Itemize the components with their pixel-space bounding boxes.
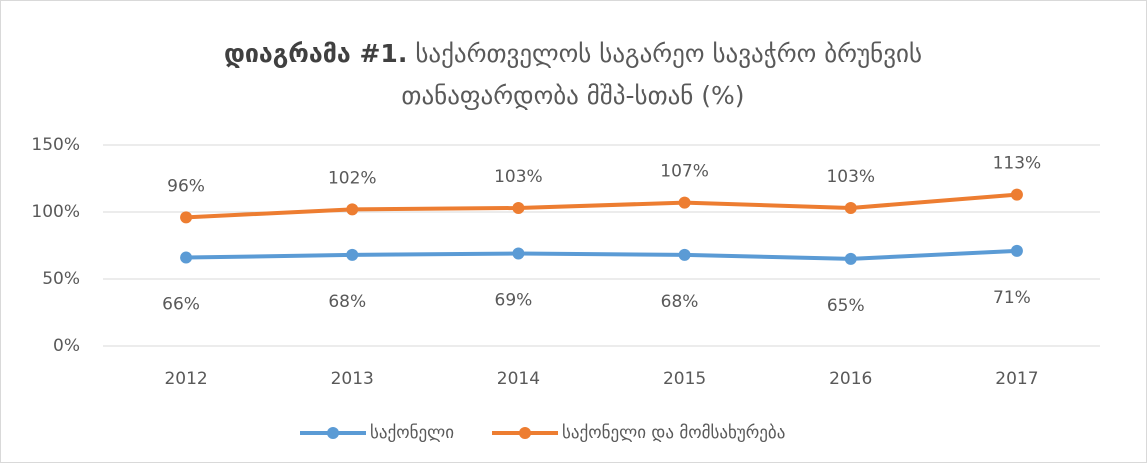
chart-title: თანაფარდობა მშპ-სთან (%) bbox=[401, 81, 744, 110]
legend-label: საქონელი bbox=[370, 423, 454, 443]
point bbox=[678, 196, 691, 209]
data-label: 96% bbox=[167, 176, 205, 196]
legend-label: საქონელი და მომსახურება bbox=[562, 423, 785, 443]
point bbox=[512, 201, 525, 214]
data-label: 113% bbox=[993, 154, 1042, 174]
data-label: 68% bbox=[328, 292, 366, 312]
series-line bbox=[184, 192, 1019, 220]
point bbox=[844, 252, 857, 265]
data-label: 71% bbox=[993, 288, 1031, 308]
data-label: 65% bbox=[827, 296, 865, 316]
x-tick-label: 2013 bbox=[331, 369, 374, 389]
point bbox=[1010, 244, 1023, 257]
data-label: 66% bbox=[162, 295, 200, 315]
point bbox=[180, 211, 193, 224]
title-prefix: დიაგრამა #1. bbox=[224, 39, 407, 68]
x-tick-label: 2015 bbox=[663, 369, 706, 389]
point bbox=[844, 201, 857, 214]
data-label: 103% bbox=[494, 167, 543, 187]
y-tick-label: 100% bbox=[31, 202, 80, 222]
point bbox=[512, 247, 525, 260]
data-label: 102% bbox=[328, 168, 377, 188]
data-label: 69% bbox=[495, 291, 533, 311]
x-tick-label: 2014 bbox=[497, 369, 540, 389]
chart-title: დიაგრამა #1. საქართველოს საგარეო სავაჭრო … bbox=[224, 39, 922, 68]
point bbox=[1010, 188, 1023, 201]
x-tick-label: 2017 bbox=[995, 369, 1038, 389]
legend-marker bbox=[327, 427, 339, 439]
x-tick-label: 2016 bbox=[829, 369, 872, 389]
data-label: 107% bbox=[660, 162, 709, 182]
y-tick-label: 150% bbox=[31, 135, 80, 155]
series-line bbox=[184, 248, 1019, 261]
title-line: საქართველოს საგარეო სავაჭრო ბრუნვის bbox=[415, 39, 922, 68]
x-tick-label: 2012 bbox=[164, 369, 207, 389]
legend-marker bbox=[519, 427, 532, 439]
data-label: 103% bbox=[826, 167, 875, 187]
data-label: 68% bbox=[661, 292, 699, 312]
point bbox=[346, 248, 359, 261]
point bbox=[678, 248, 691, 261]
point bbox=[346, 203, 359, 216]
point bbox=[180, 251, 193, 264]
y-tick-label: 50% bbox=[42, 269, 80, 289]
y-tick-label: 0% bbox=[53, 336, 80, 356]
